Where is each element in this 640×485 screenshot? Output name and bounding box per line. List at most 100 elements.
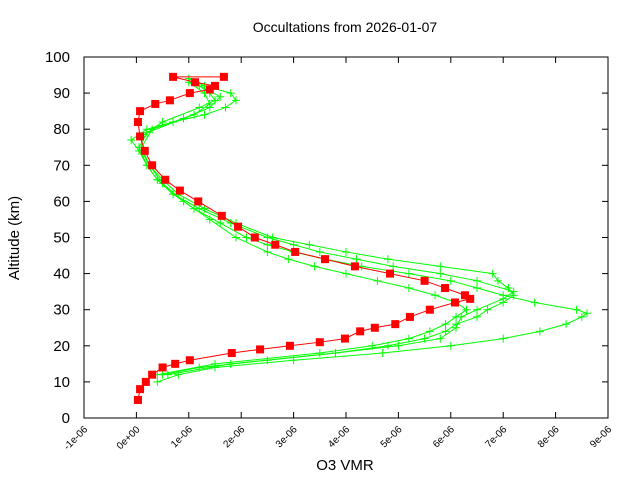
x-tick-label: 7e-06 — [483, 424, 509, 450]
data-point-plus — [488, 269, 497, 278]
x-tick-label: -1e-06 — [62, 424, 91, 453]
data-point-plus — [231, 233, 240, 242]
data-point-square — [227, 349, 236, 358]
data-point-square — [460, 291, 469, 300]
x-axis-label: O3 VMR — [316, 457, 374, 474]
data-point-square — [158, 363, 167, 372]
series-0 — [127, 74, 592, 386]
series-1 — [137, 78, 518, 379]
data-point-plus — [373, 276, 382, 285]
data-point-plus — [499, 294, 508, 303]
data-point-square — [191, 78, 200, 87]
data-point-square — [205, 85, 214, 94]
data-point-square — [441, 284, 450, 293]
data-point-square — [133, 117, 142, 126]
x-tick-label: 1e-06 — [169, 424, 195, 450]
data-point-plus — [499, 334, 508, 343]
data-point-plus — [436, 262, 445, 271]
data-point-plus — [342, 269, 350, 278]
data-point-plus — [530, 298, 539, 307]
data-point-plus — [226, 359, 235, 368]
x-tick-label: 2e-06 — [221, 424, 247, 450]
data-point-square — [450, 298, 459, 307]
data-point-plus — [342, 247, 350, 256]
data-point-square — [234, 222, 243, 231]
y-tick-label: 0 — [62, 410, 70, 427]
data-point-plus — [211, 96, 219, 105]
data-point-plus — [446, 276, 455, 285]
data-point-plus — [577, 312, 586, 321]
data-point-plus — [383, 255, 392, 264]
data-point-plus — [462, 305, 471, 314]
data-point-square — [148, 161, 157, 170]
data-point-plus — [436, 334, 445, 343]
y-tick-label: 80 — [53, 121, 70, 138]
data-point-plus — [562, 320, 571, 329]
data-point-plus — [583, 309, 592, 318]
data-point-square — [136, 385, 145, 394]
data-point-plus — [127, 136, 136, 145]
series-line — [130, 78, 589, 383]
data-point-square — [217, 211, 226, 220]
data-point-square — [185, 89, 194, 98]
data-point-plus — [195, 103, 204, 112]
data-point-plus — [242, 233, 251, 242]
data-point-plus — [205, 215, 214, 224]
data-point-square — [370, 323, 379, 332]
series-2 — [135, 81, 518, 379]
data-point-square — [151, 99, 160, 108]
data-point-plus — [284, 255, 293, 264]
data-point-plus — [404, 284, 413, 293]
series-line — [137, 76, 472, 401]
data-point-square — [165, 96, 174, 105]
x-tick-label: 6e-06 — [431, 424, 457, 450]
series-4 — [133, 72, 475, 404]
data-point-square — [256, 345, 265, 354]
data-point-square — [140, 146, 149, 155]
data-point-plus — [572, 305, 581, 314]
data-point-square — [466, 294, 475, 303]
data-point-square — [356, 327, 365, 336]
data-point-square — [250, 233, 259, 242]
data-point-square — [340, 334, 349, 343]
data-point-square — [420, 276, 429, 285]
data-point-plus — [368, 341, 377, 350]
series-line — [138, 85, 515, 376]
data-point-square — [315, 338, 324, 347]
y-tick-label: 90 — [53, 85, 70, 102]
data-point-plus — [263, 247, 272, 256]
data-point-plus — [425, 327, 434, 336]
data-point-plus — [158, 117, 167, 126]
data-point-square — [271, 240, 280, 249]
data-point-plus — [216, 219, 225, 228]
data-point-square — [136, 107, 145, 116]
y-tick-label: 50 — [53, 230, 70, 247]
data-point-square — [169, 72, 178, 81]
data-point-plus — [452, 312, 461, 321]
y-tick-label: 40 — [53, 266, 70, 283]
data-point-plus — [200, 110, 209, 119]
y-tick-label: 70 — [53, 157, 70, 174]
data-point-plus — [452, 323, 461, 332]
y-tick-label: 60 — [53, 193, 70, 210]
chart-title: Occultations from 2026-01-07 — [253, 19, 438, 35]
data-point-square — [185, 356, 194, 365]
data-point-square — [425, 305, 434, 314]
x-tick-label: 8e-06 — [536, 424, 562, 450]
data-point-plus — [148, 125, 157, 134]
data-point-plus — [431, 291, 440, 300]
x-tick-label: 5e-06 — [379, 424, 405, 450]
data-point-plus — [315, 349, 324, 358]
data-point-square — [405, 312, 414, 321]
data-point-plus — [404, 269, 413, 278]
data-point-square — [175, 186, 184, 195]
data-point-plus — [205, 99, 214, 108]
series-3 — [137, 78, 471, 379]
data-point-square — [148, 370, 157, 379]
y-tick-label: 10 — [53, 374, 70, 391]
series-line — [141, 81, 468, 376]
x-tick-label: 4e-06 — [326, 424, 352, 450]
y-axis-label: Altitude (km) — [6, 196, 23, 280]
data-point-plus — [441, 320, 450, 329]
